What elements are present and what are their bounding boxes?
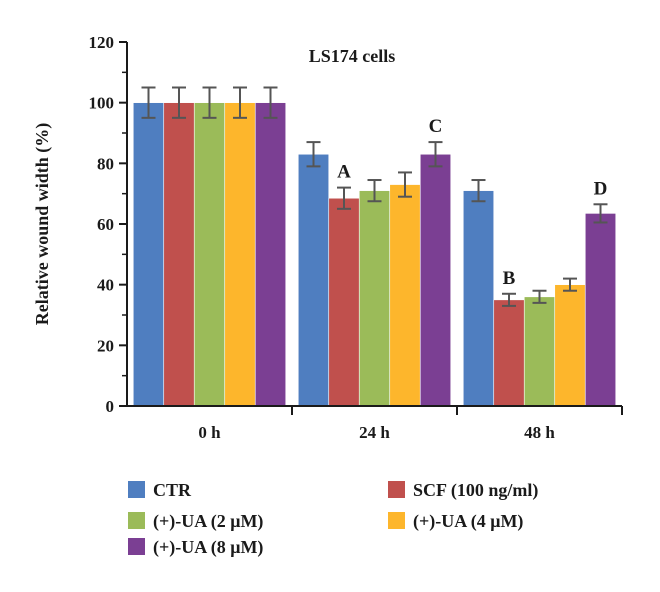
legend-swatch [128,512,145,529]
y-tick-label: 80 [97,154,114,173]
annotation-label: C [429,116,443,137]
y-tick-label: 20 [97,336,114,355]
bar [584,213,617,407]
bar [163,102,195,407]
y-tick-label: 40 [97,276,114,295]
x-tick-label: 24 h [359,423,390,442]
annotation-label: D [594,178,608,199]
bar [254,102,287,407]
bar [554,284,586,407]
legend-swatch [128,481,145,498]
legend-swatch [128,538,145,555]
bar [462,190,495,407]
legend-label: SCF (100 ng/ml) [413,480,538,501]
bar [132,102,165,407]
legend-label: CTR [153,480,192,500]
annotation-label: B [503,268,516,289]
y-tick-label: 100 [89,94,115,113]
chart-title: LS174 cells [309,46,396,66]
legend-label: (+)-UA (2 μM) [153,511,263,532]
y-tick-label: 60 [97,215,114,234]
legend: CTR SCF (100 ng/ml) (+)-UA (2 μM) (+)-UA (4… [128,480,538,558]
bar [328,197,360,407]
bar [297,153,330,407]
legend-swatch [388,481,405,498]
y-axis-title: Relative wound width (%) [32,123,53,326]
legend-swatch [388,512,405,529]
bar [523,296,556,407]
annotation-label: A [337,162,351,183]
bar [419,153,452,407]
bar [389,184,421,407]
legend-label: (+)-UA (8 μM) [153,537,263,558]
legend-label: (+)-UA (4 μM) [413,511,523,532]
bar [493,299,525,407]
bar [224,102,256,407]
y-tick-label: 0 [106,397,115,416]
plot-area: 0 20 40 60 80 100 120 0 h 24 h 48 h A C B D [89,33,623,442]
bar [193,102,226,407]
y-tick-label: 120 [89,33,115,52]
bar [358,190,391,407]
x-tick-label: 0 h [198,423,221,442]
x-tick-label: 48 h [524,423,555,442]
